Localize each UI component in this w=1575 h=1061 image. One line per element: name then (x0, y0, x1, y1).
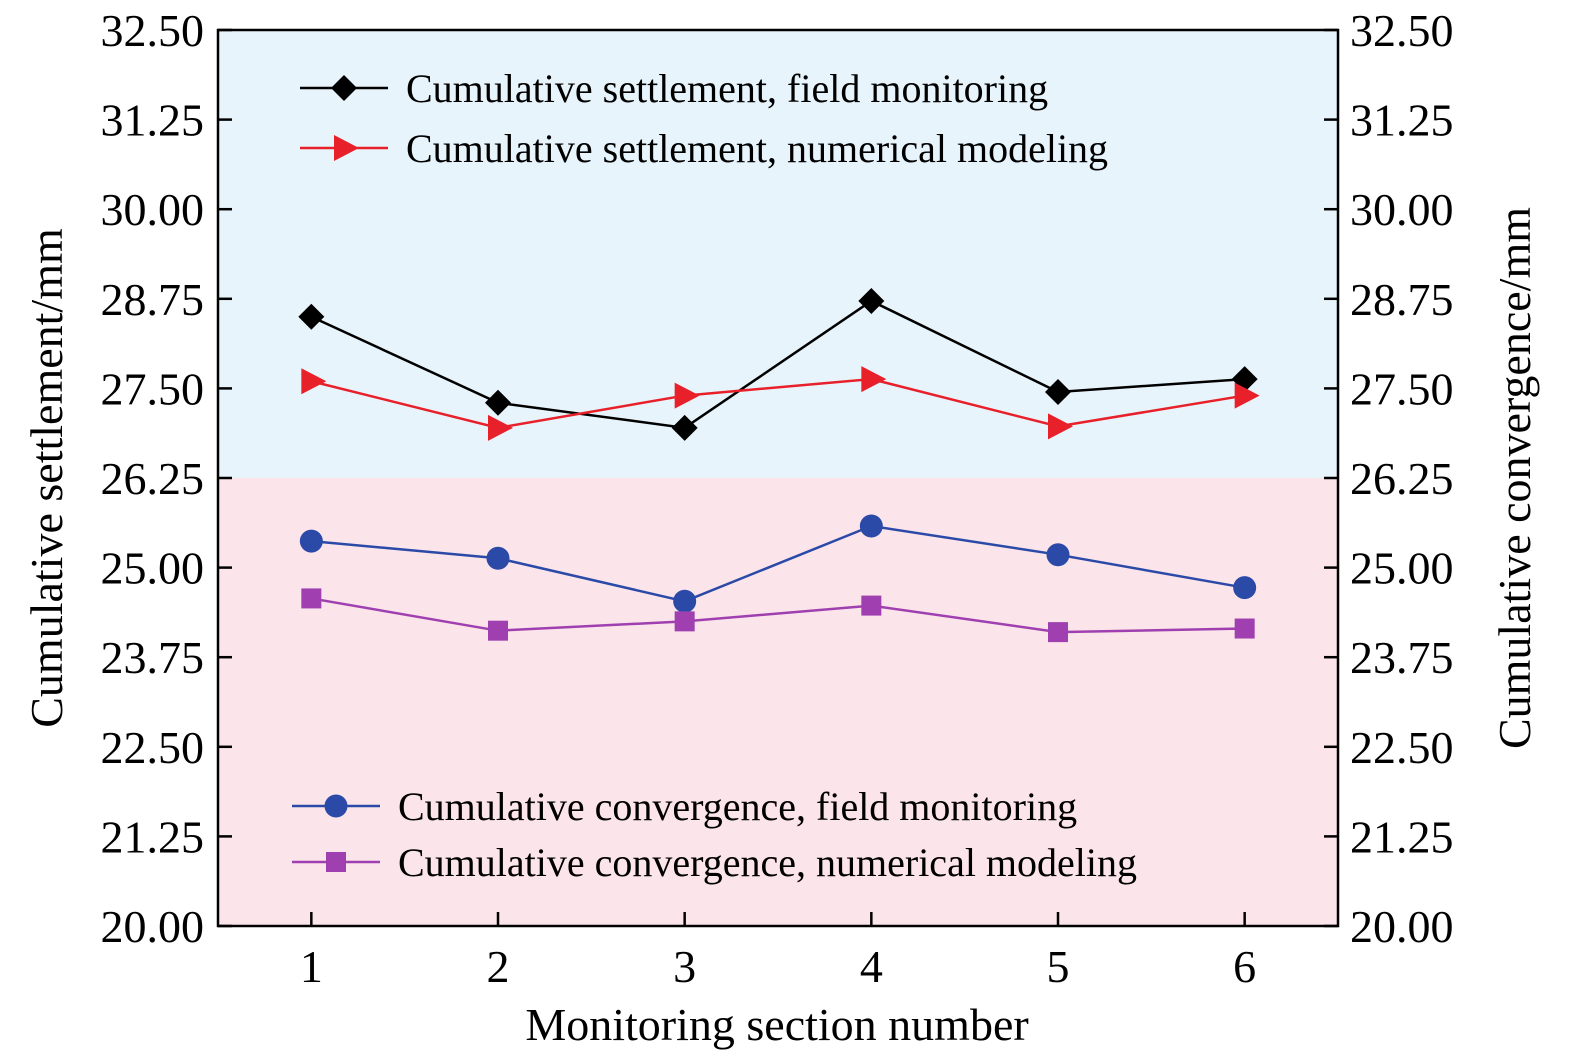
legend-marker (331, 75, 357, 101)
y-tick-label-left: 32.50 (101, 5, 205, 56)
y-tick-label-right: 31.25 (1350, 95, 1454, 146)
y-tick-label-right: 28.75 (1350, 274, 1454, 325)
legend-item-4: Cumulative convergence, numerical modeli… (292, 840, 1137, 885)
data-point (488, 414, 513, 441)
series-line-1 (310, 299, 1245, 430)
y-tick-label-left: 21.25 (101, 811, 205, 862)
data-point (486, 546, 510, 570)
y-tick-label-right: 22.50 (1350, 722, 1454, 773)
data-point (671, 414, 698, 441)
data-point (1045, 378, 1071, 405)
legend-label: Cumulative convergence, numerical modeli… (398, 840, 1137, 885)
data-point (298, 303, 325, 330)
background-band-2 (218, 478, 1338, 926)
series-line-4 (311, 597, 1245, 634)
y-tick-label-right: 32.50 (1350, 5, 1454, 56)
y-tick-label-right: 21.25 (1350, 811, 1454, 862)
data-point (858, 287, 885, 314)
y-axis-title-left: Cumulative settlement/mm (21, 228, 72, 728)
series-line-2 (311, 377, 1245, 430)
x-tick-label: 6 (1233, 941, 1256, 992)
data-point (1048, 413, 1073, 440)
data-point (1234, 618, 1255, 639)
x-tick-label: 2 (487, 941, 510, 992)
y-axis-title-right: Cumulative convergence/mm (1489, 207, 1540, 749)
data-point (674, 382, 700, 409)
data-point (674, 611, 695, 632)
series-line-3 (311, 524, 1245, 603)
y-tick-label-left: 20.00 (101, 901, 205, 952)
series-4 (301, 588, 1255, 643)
data-point (859, 514, 883, 538)
y-tick-label-left: 31.25 (101, 95, 205, 146)
legend-marker (324, 794, 348, 818)
legend: Cumulative settlement, field monitoring C… (292, 66, 1137, 885)
data-point (1046, 543, 1070, 567)
x-tick-label: 4 (860, 941, 883, 992)
data-point (301, 368, 327, 395)
legend-marker (334, 135, 359, 161)
legend-label: Cumulative settlement, numerical modelin… (406, 126, 1108, 171)
series-2 (301, 366, 1260, 441)
legend-marker (326, 852, 346, 872)
y-tick-label-left: 22.50 (101, 722, 205, 773)
y-tick-label-left: 30.00 (101, 184, 205, 235)
x-axis-title: Monitoring section number (525, 999, 1028, 1050)
series-layer (298, 287, 1260, 643)
data-point (1048, 622, 1068, 643)
y-tick-label-right: 25.00 (1350, 543, 1454, 594)
data-point (299, 529, 323, 553)
legend-label: Cumulative settlement, field monitoring (406, 66, 1048, 111)
y-tick-label-left: 25.00 (101, 543, 205, 594)
data-point (861, 366, 887, 393)
data-point (301, 588, 322, 609)
x-tick-label: 3 (673, 941, 696, 992)
y-tick-label-left: 23.75 (101, 632, 205, 683)
legend-label: Cumulative convergence, field monitoring (398, 784, 1077, 829)
legend-item-2: Cumulative settlement, numerical modelin… (300, 126, 1108, 171)
y-tick-label-right: 23.75 (1350, 632, 1454, 683)
y-tick-label-left: 28.75 (101, 274, 205, 325)
legend-item-3: Cumulative convergence, field monitoring (292, 784, 1077, 829)
y-tick-label-right: 20.00 (1350, 901, 1454, 952)
data-point (673, 589, 697, 613)
y-tick-label-right: 30.00 (1350, 184, 1454, 235)
data-point (488, 620, 508, 641)
axis-ticks: 20.00 20.00 21.25 21.25 22.50 22.50 23.75 23.75… (101, 5, 1454, 992)
data-point (861, 595, 882, 616)
y-tick-label-right: 27.50 (1350, 363, 1454, 414)
series-3 (299, 514, 1257, 613)
y-tick-label-right: 26.25 (1350, 453, 1454, 504)
y-tick-label-left: 27.50 (101, 363, 205, 414)
y-tick-label-left: 26.25 (101, 453, 205, 504)
x-tick-label: 1 (300, 941, 323, 992)
data-point (485, 389, 511, 416)
data-point (1233, 576, 1257, 600)
data-point (1234, 382, 1260, 409)
x-tick-label: 5 (1047, 941, 1070, 992)
legend-item-1: Cumulative settlement, field monitoring (300, 66, 1048, 111)
